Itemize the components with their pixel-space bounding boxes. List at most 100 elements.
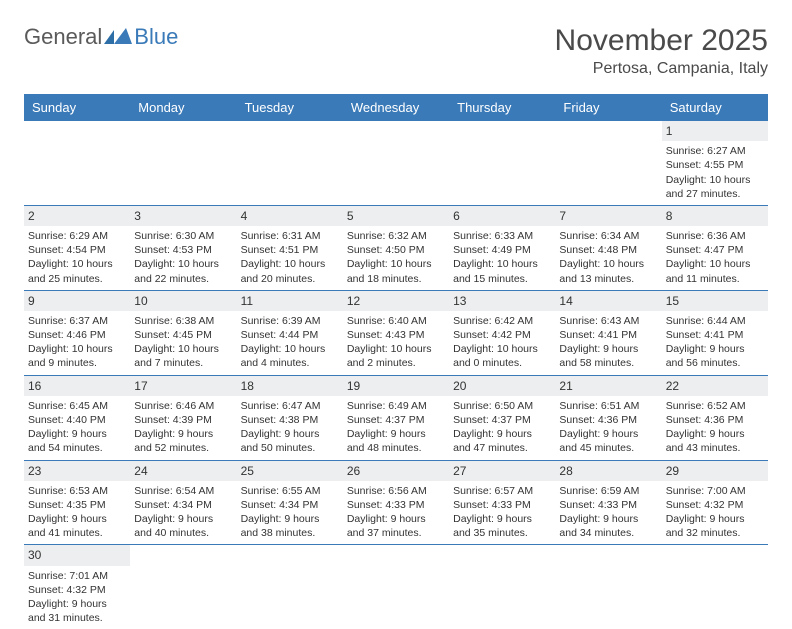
day-info-line: Daylight: 10 hours bbox=[28, 257, 126, 271]
day-info-line: and 41 minutes. bbox=[28, 526, 126, 540]
day-number: 23 bbox=[24, 461, 130, 481]
calendar-day-cell: 15Sunrise: 6:44 AMSunset: 4:41 PMDayligh… bbox=[662, 291, 768, 375]
day-info-line: and 58 minutes. bbox=[559, 356, 657, 370]
day-info-line: Sunrise: 6:33 AM bbox=[453, 229, 551, 243]
day-info-line: Daylight: 9 hours bbox=[28, 512, 126, 526]
title-block: November 2025 Pertosa, Campania, Italy bbox=[555, 24, 768, 78]
header: General Blue November 2025 Pertosa, Camp… bbox=[24, 24, 768, 78]
day-info-line: and 48 minutes. bbox=[347, 441, 445, 455]
calendar-day-cell: 11Sunrise: 6:39 AMSunset: 4:44 PMDayligh… bbox=[237, 291, 343, 375]
calendar-day-cell: 20Sunrise: 6:50 AMSunset: 4:37 PMDayligh… bbox=[449, 376, 555, 460]
day-info-line: Sunset: 4:42 PM bbox=[453, 328, 551, 342]
calendar-header-row: SundayMondayTuesdayWednesdayThursdayFrid… bbox=[24, 94, 768, 121]
day-info-line: and 52 minutes. bbox=[134, 441, 232, 455]
month-title: November 2025 bbox=[555, 24, 768, 58]
day-info-line: Sunrise: 6:51 AM bbox=[559, 399, 657, 413]
day-number: 29 bbox=[662, 461, 768, 481]
day-number: 4 bbox=[237, 206, 343, 226]
calendar-empty-cell bbox=[130, 545, 236, 629]
day-info-line: and 2 minutes. bbox=[347, 356, 445, 370]
day-info-line: Daylight: 9 hours bbox=[559, 342, 657, 356]
day-info-line: Sunrise: 6:29 AM bbox=[28, 229, 126, 243]
calendar-header-cell: Monday bbox=[130, 94, 236, 121]
day-number: 11 bbox=[237, 291, 343, 311]
calendar-day-cell: 28Sunrise: 6:59 AMSunset: 4:33 PMDayligh… bbox=[555, 461, 661, 545]
location-label: Pertosa, Campania, Italy bbox=[555, 60, 768, 78]
day-info-line: Daylight: 9 hours bbox=[347, 512, 445, 526]
day-info-line: Sunset: 4:35 PM bbox=[28, 498, 126, 512]
day-info-line: Sunrise: 6:47 AM bbox=[241, 399, 339, 413]
day-info-line: Daylight: 9 hours bbox=[28, 427, 126, 441]
day-number: 19 bbox=[343, 376, 449, 396]
day-info-line: and 7 minutes. bbox=[134, 356, 232, 370]
calendar-header-cell: Sunday bbox=[24, 94, 130, 121]
calendar-empty-cell bbox=[130, 121, 236, 205]
calendar-header-cell: Saturday bbox=[662, 94, 768, 121]
day-info-line: Sunrise: 6:39 AM bbox=[241, 314, 339, 328]
day-info-line: Daylight: 9 hours bbox=[666, 342, 764, 356]
day-info-line: Sunrise: 6:57 AM bbox=[453, 484, 551, 498]
day-info-line: Daylight: 10 hours bbox=[241, 342, 339, 356]
calendar-row: 9Sunrise: 6:37 AMSunset: 4:46 PMDaylight… bbox=[24, 291, 768, 376]
calendar-empty-cell bbox=[237, 545, 343, 629]
calendar-empty-cell bbox=[343, 121, 449, 205]
day-info-line: Sunset: 4:51 PM bbox=[241, 243, 339, 257]
day-info-line: Sunrise: 6:43 AM bbox=[559, 314, 657, 328]
calendar: SundayMondayTuesdayWednesdayThursdayFrid… bbox=[24, 94, 768, 629]
day-number: 27 bbox=[449, 461, 555, 481]
calendar-empty-cell bbox=[237, 121, 343, 205]
day-info-line: and 50 minutes. bbox=[241, 441, 339, 455]
day-info-line: Sunset: 4:54 PM bbox=[28, 243, 126, 257]
day-number: 8 bbox=[662, 206, 768, 226]
day-number: 25 bbox=[237, 461, 343, 481]
day-info-line: Sunrise: 6:46 AM bbox=[134, 399, 232, 413]
day-info-line: Sunrise: 7:01 AM bbox=[28, 569, 126, 583]
day-info-line: Sunrise: 6:55 AM bbox=[241, 484, 339, 498]
calendar-day-cell: 12Sunrise: 6:40 AMSunset: 4:43 PMDayligh… bbox=[343, 291, 449, 375]
day-info-line: and 4 minutes. bbox=[241, 356, 339, 370]
day-info-line: Sunrise: 6:30 AM bbox=[134, 229, 232, 243]
day-info-line: and 9 minutes. bbox=[28, 356, 126, 370]
logo: General Blue bbox=[24, 24, 178, 50]
calendar-day-cell: 25Sunrise: 6:55 AMSunset: 4:34 PMDayligh… bbox=[237, 461, 343, 545]
day-info-line: Sunrise: 6:27 AM bbox=[666, 144, 764, 158]
day-info-line: and 27 minutes. bbox=[666, 187, 764, 201]
calendar-day-cell: 29Sunrise: 7:00 AMSunset: 4:32 PMDayligh… bbox=[662, 461, 768, 545]
day-info-line: Sunrise: 6:59 AM bbox=[559, 484, 657, 498]
day-number: 12 bbox=[343, 291, 449, 311]
day-info-line: Daylight: 9 hours bbox=[134, 427, 232, 441]
day-number: 9 bbox=[24, 291, 130, 311]
day-info-line: Sunrise: 6:50 AM bbox=[453, 399, 551, 413]
day-info-line: and 35 minutes. bbox=[453, 526, 551, 540]
day-number: 16 bbox=[24, 376, 130, 396]
calendar-day-cell: 7Sunrise: 6:34 AMSunset: 4:48 PMDaylight… bbox=[555, 206, 661, 290]
calendar-row: 30Sunrise: 7:01 AMSunset: 4:32 PMDayligh… bbox=[24, 545, 768, 629]
day-info-line: and 45 minutes. bbox=[559, 441, 657, 455]
day-number: 17 bbox=[130, 376, 236, 396]
day-number: 30 bbox=[24, 545, 130, 565]
day-info-line: and 11 minutes. bbox=[666, 272, 764, 286]
day-info-line: and 31 minutes. bbox=[28, 611, 126, 625]
calendar-header-cell: Wednesday bbox=[343, 94, 449, 121]
day-info-line: and 47 minutes. bbox=[453, 441, 551, 455]
day-info-line: Sunset: 4:33 PM bbox=[559, 498, 657, 512]
day-info-line: and 43 minutes. bbox=[666, 441, 764, 455]
day-number: 10 bbox=[130, 291, 236, 311]
logo-text-general: General bbox=[24, 24, 102, 50]
calendar-day-cell: 1Sunrise: 6:27 AMSunset: 4:55 PMDaylight… bbox=[662, 121, 768, 205]
day-number: 2 bbox=[24, 206, 130, 226]
day-info-line: Daylight: 9 hours bbox=[134, 512, 232, 526]
calendar-day-cell: 9Sunrise: 6:37 AMSunset: 4:46 PMDaylight… bbox=[24, 291, 130, 375]
day-info-line: Sunset: 4:34 PM bbox=[241, 498, 339, 512]
calendar-day-cell: 6Sunrise: 6:33 AMSunset: 4:49 PMDaylight… bbox=[449, 206, 555, 290]
day-info-line: Sunset: 4:32 PM bbox=[666, 498, 764, 512]
day-info-line: Sunrise: 6:36 AM bbox=[666, 229, 764, 243]
day-info-line: Sunset: 4:41 PM bbox=[559, 328, 657, 342]
day-info-line: Sunrise: 6:54 AM bbox=[134, 484, 232, 498]
day-number: 26 bbox=[343, 461, 449, 481]
day-info-line: Daylight: 10 hours bbox=[347, 257, 445, 271]
day-info-line: Sunset: 4:49 PM bbox=[453, 243, 551, 257]
calendar-day-cell: 19Sunrise: 6:49 AMSunset: 4:37 PMDayligh… bbox=[343, 376, 449, 460]
day-info-line: Sunset: 4:36 PM bbox=[666, 413, 764, 427]
day-info-line: Daylight: 9 hours bbox=[241, 427, 339, 441]
